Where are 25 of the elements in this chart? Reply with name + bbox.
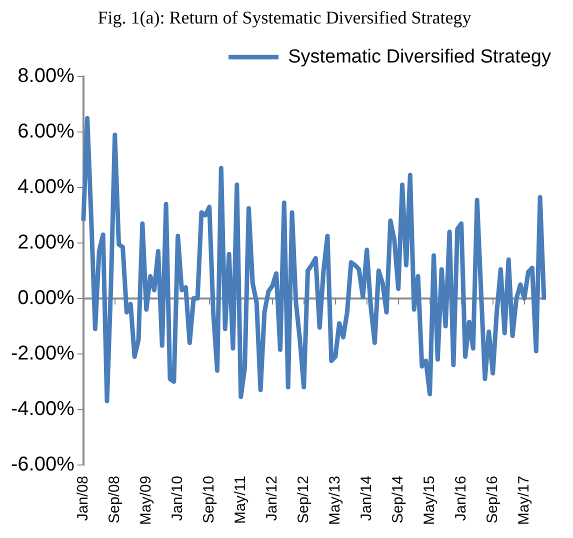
x-tick-label: Jan/12	[263, 476, 280, 521]
x-tick-label: Jan/14	[358, 476, 375, 521]
x-tick-label: May/15	[420, 476, 438, 526]
y-tick-label: 0.00%	[18, 286, 75, 309]
x-tick-label: Jan/10	[169, 476, 186, 521]
y-tick-label: 4.00%	[18, 176, 75, 198]
x-tick-label: Jan/16	[452, 476, 470, 521]
y-tick-label: 2.00%	[18, 231, 75, 254]
x-tick-label: Sep/12	[294, 476, 312, 524]
x-tick-label: May/09	[138, 476, 154, 526]
y-tick-label: -2.00%	[10, 342, 75, 364]
y-tick-label: -4.00%	[10, 398, 75, 420]
y-tick-label: 6.00%	[18, 120, 75, 143]
legend-label: Systematic Diversified Strategy	[288, 46, 552, 68]
chart-title: Fig. 1(a): Return of Systematic Diversified Strategy	[98, 8, 472, 28]
x-tick-label: Jan/08	[74, 476, 92, 521]
x-tick-label: Sep/14	[389, 476, 406, 524]
x-tick-label: May/11	[232, 476, 249, 524]
y-tick-label: 8.00%	[18, 65, 75, 88]
y-tick-label: -6.00%	[10, 453, 75, 476]
x-tick-label: Sep/10	[200, 476, 218, 524]
x-tick-label: May/17	[515, 476, 532, 526]
x-tick-label: May/13	[326, 476, 344, 526]
x-tick-label: Sep/16	[484, 476, 501, 524]
x-tick-label: Sep/08	[106, 476, 124, 524]
